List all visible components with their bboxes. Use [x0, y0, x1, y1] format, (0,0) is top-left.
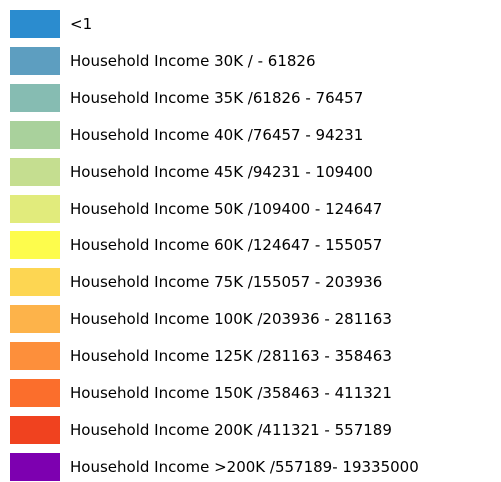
legend-label: Household Income 35K /61826 - 76457: [70, 88, 364, 107]
legend-item: Household Income 35K /61826 - 76457: [10, 83, 363, 113]
legend-label: Household Income 125K /281163 - 358463: [70, 347, 392, 366]
legend-item: Household Income 125K /281163 - 358463: [10, 341, 392, 371]
legend-swatch: [10, 305, 60, 334]
legend-item: Household Income 200K /411321 - 557189: [10, 415, 392, 445]
legend-swatch: [10, 342, 60, 371]
legend-swatch: [10, 83, 60, 112]
legend-item: Household Income 40K /76457 - 94231: [10, 120, 363, 150]
legend-item: Household Income 30K / - 61826: [10, 46, 316, 76]
legend-item: Household Income 60K /124647 - 155057: [10, 230, 382, 260]
legend-swatch: [10, 157, 60, 186]
legend-item: Household Income 45K /94231 - 109400: [10, 157, 373, 187]
legend-label: Household Income 40K /76457 - 94231: [70, 125, 364, 144]
legend-label: Household Income 100K /203936 - 281163: [70, 310, 392, 329]
legend-label: Household Income 150K /358463 - 411321: [70, 384, 392, 402]
legend-item: <1: [10, 9, 92, 39]
legend-item: Household Income >200K /557189- 19335000: [10, 452, 419, 482]
legend-item: Household Income 50K /109400 - 124647: [10, 194, 382, 224]
legend-swatch: [10, 46, 60, 75]
legend-item: Household Income 150K /358463 - 411321: [10, 378, 392, 408]
legend-swatch: [10, 268, 60, 297]
legend-swatch: [10, 120, 60, 149]
legend-swatch: [10, 194, 60, 223]
legend-swatch: [10, 231, 60, 260]
legend-label: Household Income >200K /557189- 19335000: [70, 457, 419, 476]
legend-swatch: [10, 415, 60, 444]
legend-label: Household Income 200K /411321 - 557189: [70, 420, 392, 439]
legend-label: Household Income 60K /124647 - 155057: [70, 236, 383, 255]
legend-swatch: [10, 452, 60, 481]
legend-swatch: [10, 379, 60, 407]
legend-label: <1: [70, 15, 93, 33]
legend-item: Household Income 100K /203936 - 281163: [10, 304, 392, 334]
legend-label: Household Income 75K /155057 - 203936: [70, 273, 383, 292]
legend-item: Household Income 75K /155057 - 203936: [10, 267, 382, 297]
legend-label: Household Income 45K /94231 - 109400: [70, 162, 373, 181]
legend-label: Household Income 50K /109400 - 124647: [70, 199, 383, 218]
legend-label: Household Income 30K / - 61826: [70, 51, 316, 70]
legend-swatch: [10, 10, 60, 38]
